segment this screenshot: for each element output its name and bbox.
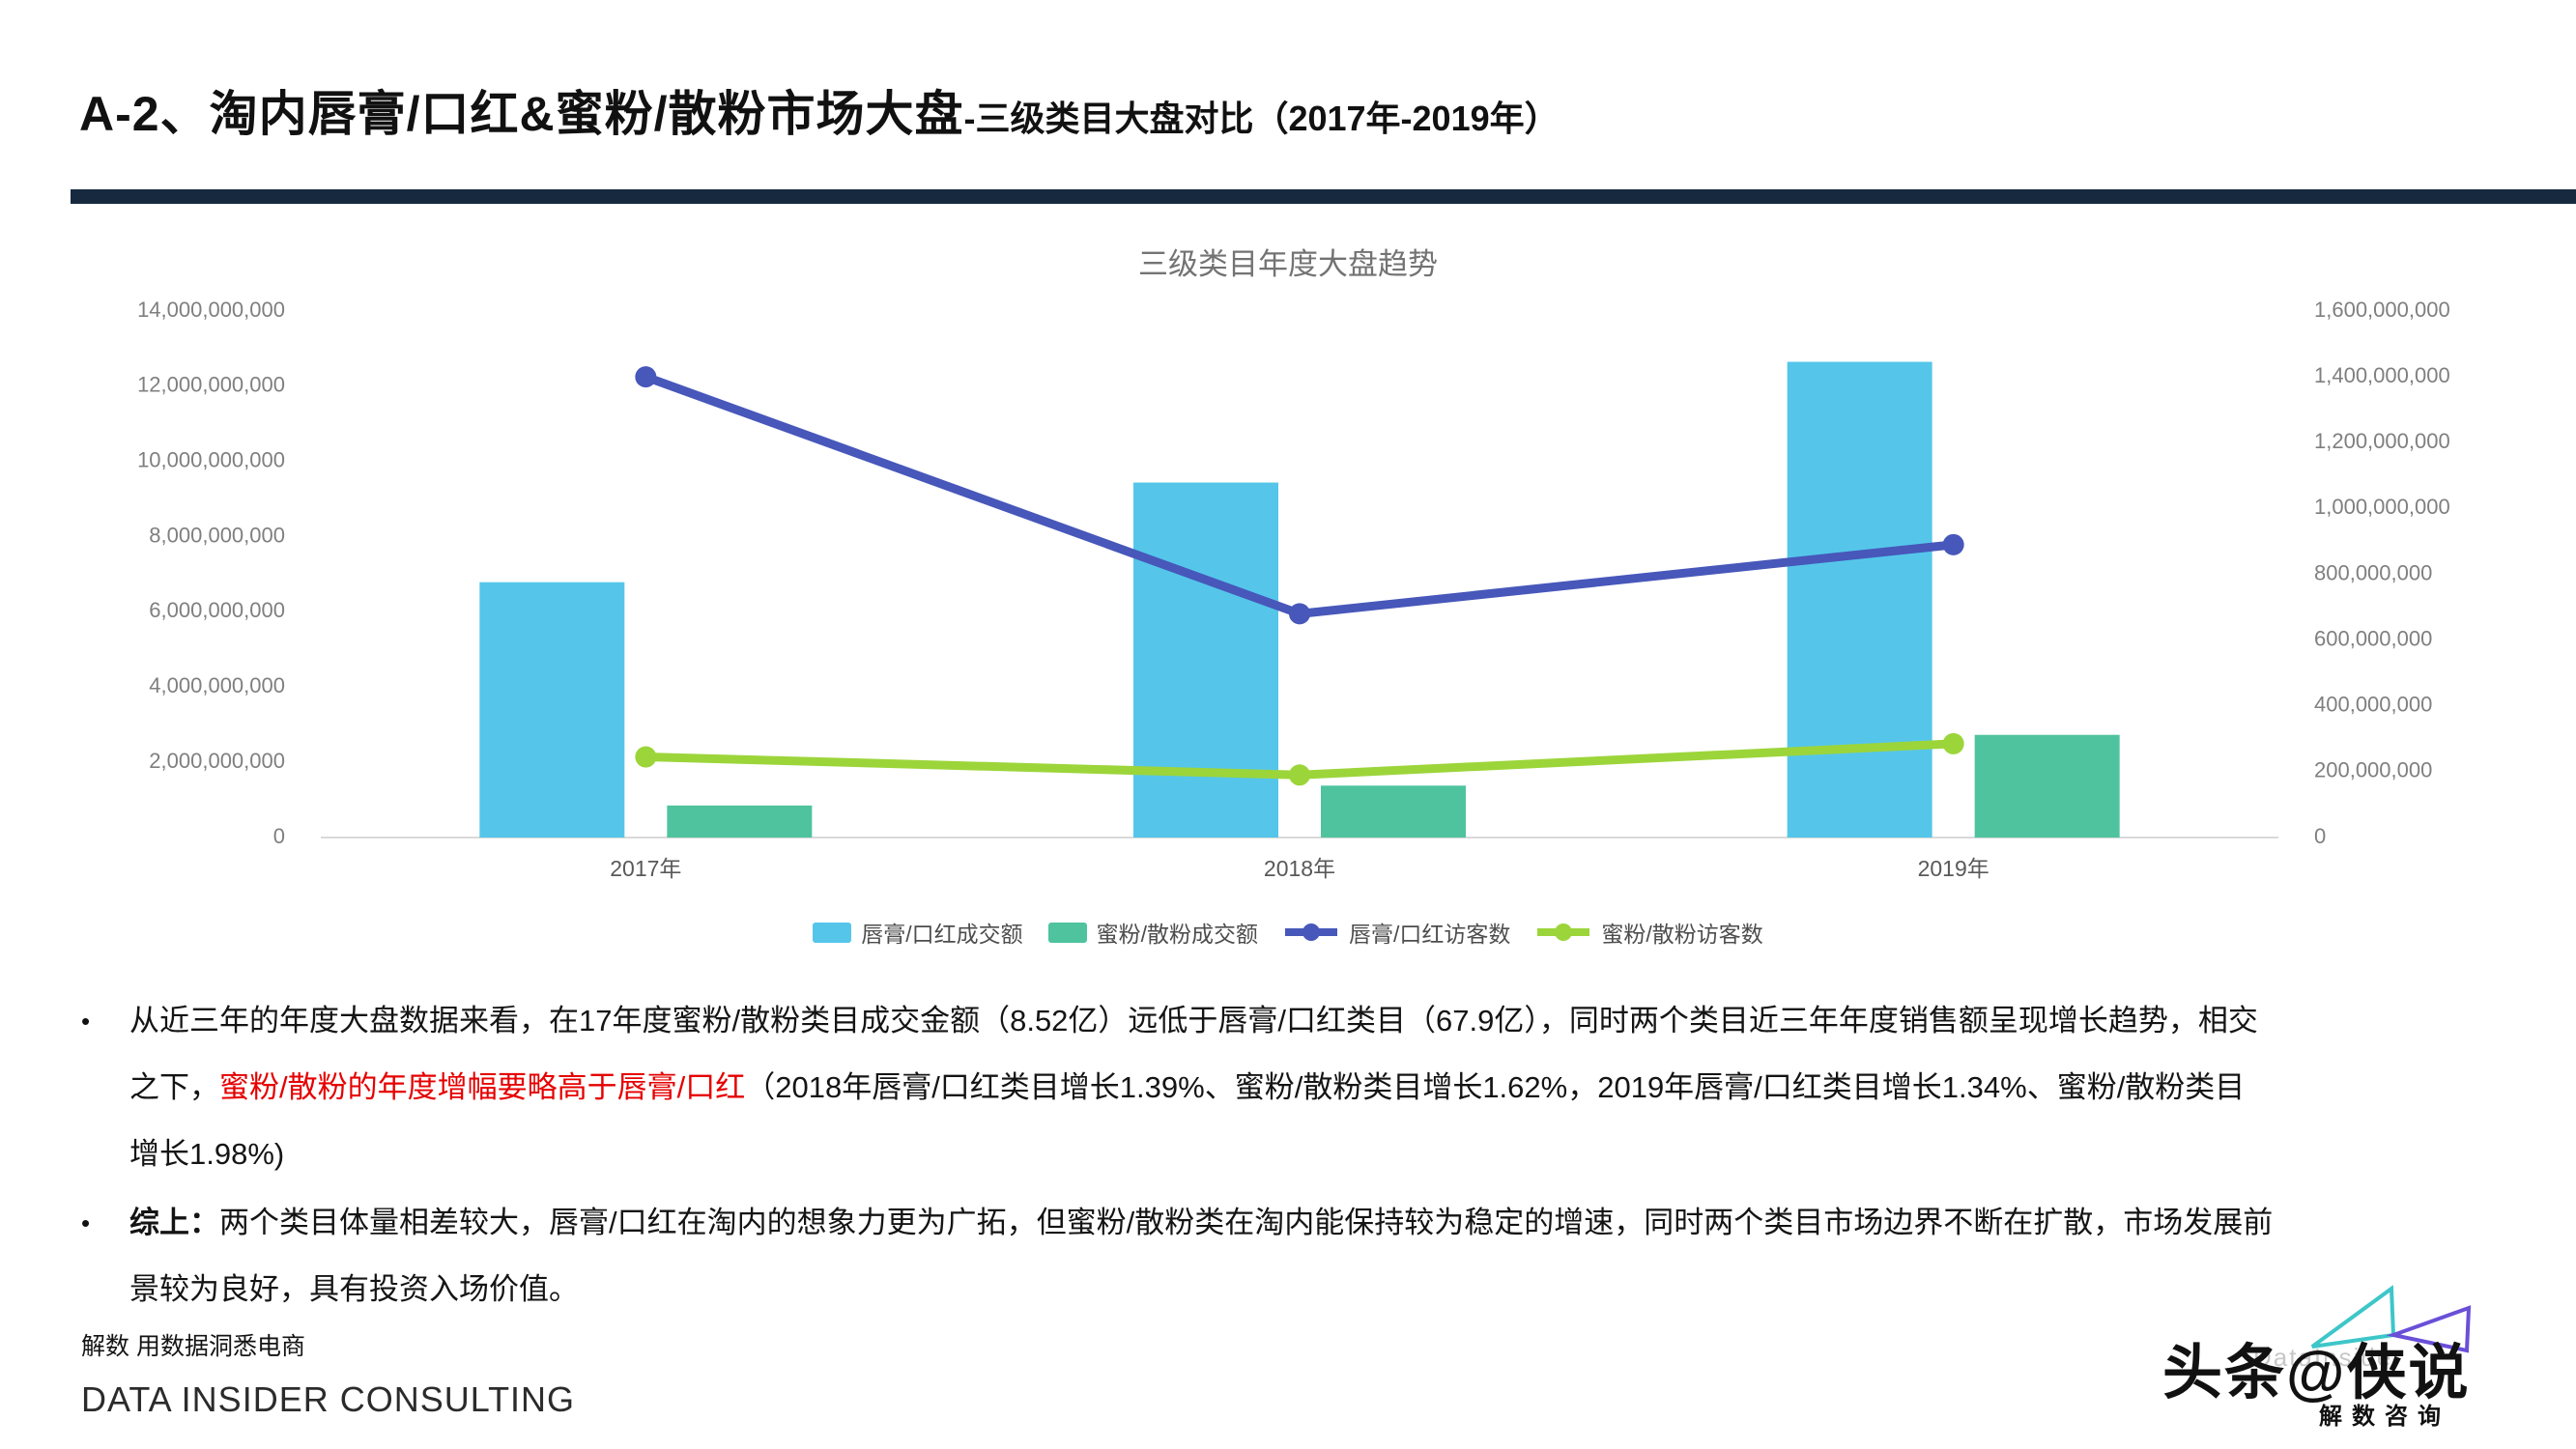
footer-company: DATA INSIDER CONSULTING [81, 1379, 576, 1419]
bullet-item: • 从近三年的年度大盘数据来看，在17年度蜜粉/散粉类目成交金额（8.52亿）远低… [81, 987, 2535, 1187]
bullet-text-segment: （2018年唇膏/口红类目增长1.39%、蜜粉/散粉类目增长1.62%，2019… [745, 1070, 2246, 1104]
bar-唇膏/口红成交额-2019年 [1787, 361, 1932, 838]
left-axis-tick: 0 [273, 824, 285, 848]
page-title: A-2、淘内唇膏/口红&蜜粉/散粉市场大盘 -三级类目大盘对比（2017年-20… [79, 75, 2533, 145]
legend-line-swatch [1537, 923, 1590, 941]
left-axis-tick: 12,000,000,000 [137, 373, 285, 397]
legend-line-swatch [1285, 923, 1337, 941]
bullet-text-line: 从近三年的年度大盘数据来看，在17年度蜜粉/散粉类目成交金额（8.52亿）远低于… [129, 987, 2535, 1054]
legend-bar-swatch [813, 922, 852, 943]
legend-bar-swatch [1047, 922, 1087, 943]
right-axis-tick: 400,000,000 [2314, 693, 2432, 717]
bullet-text-segment: 两个类目体量相差较大，唇膏/口红在淘内的想象力更为广拓，但蜜粉/散粉类在淘内能保… [219, 1206, 2274, 1239]
legend-item-蜜粉/散粉访客数: 蜜粉/散粉访客数 [1535, 916, 1763, 949]
right-axis-tick: 1,400,000,000 [2314, 363, 2450, 387]
bar-蜜粉/散粉成交额-2018年 [1321, 785, 1466, 838]
trend-chart: 三级类目年度大盘趋势 0 2,000,000,000 4,000,000,000 6,… [0, 222, 2576, 898]
bullet-item: • 综上：两个类目体量相差较大，唇膏/口红在淘内的想象力更为广拓，但蜜粉/散粉类在… [81, 1189, 2535, 1322]
bullet-text-segment: 从近三年的年度大盘数据来看，在17年度蜜粉/散粉类目成交金额（8.52亿）远低于… [129, 1004, 2258, 1037]
point-唇膏/口红访客数-2019年 [1942, 533, 1964, 555]
page-title-sub: -三级类目大盘对比（2017年-2019年） [963, 99, 1560, 138]
right-axis-tick: 800,000,000 [2314, 560, 2432, 584]
point-蜜粉/散粉访客数-2018年 [1289, 764, 1310, 786]
left-axis-tick: 8,000,000,000 [149, 523, 285, 547]
bullet-marker: • [81, 1007, 91, 1036]
legend-label: 蜜粉/散粉成交额 [1096, 922, 1258, 947]
right-axis-tick: 1,000,000,000 [2314, 495, 2450, 519]
right-axis-tick: 1,600,000,000 [2314, 298, 2450, 322]
highlighted-red-text: 蜜粉/散粉的年度增幅要略高于唇膏/口红 [219, 1070, 746, 1104]
chart-legend: 唇膏/口红成交额 蜜粉/散粉成交额 唇膏/口红访客数 蜜粉/散粉访客数 [0, 916, 2576, 949]
page-title-main: A-2、淘内唇膏/口红&蜜粉/散粉市场大盘 [79, 87, 964, 141]
legend-item-唇膏/口红访客数: 唇膏/口红访客数 [1283, 916, 1510, 949]
chart-canvas: 0 2,000,000,000 4,000,000,000 6,000,000,000… [137, 298, 2450, 881]
x-axis-category-label: 2018年 [1264, 856, 1335, 881]
right-axis-tick: 200,000,000 [2314, 758, 2432, 782]
bullet-text-segment: 之下， [129, 1070, 219, 1104]
right-axis-tick: 1,200,000,000 [2314, 429, 2450, 453]
footer: 解数 用数据洞悉电商 DATA INSIDER CONSULTING [81, 1327, 575, 1420]
footer-tagline: 解数 用数据洞悉电商 [81, 1333, 305, 1360]
point-蜜粉/散粉访客数-2017年 [635, 746, 657, 768]
legend-label: 唇膏/口红成交额 [861, 922, 1023, 947]
right-axis-tick: 600,000,000 [2314, 626, 2432, 650]
bar-唇膏/口红成交额-2018年 [1133, 482, 1278, 838]
bullet-text-segment: 增长1.98%) [129, 1137, 285, 1171]
bullet-text-segment: 景较为良好，具有投资入场价值。 [129, 1272, 579, 1306]
point-蜜粉/散粉访客数-2019年 [1942, 732, 1964, 754]
line-唇膏/口红访客数 [641, 372, 1959, 618]
insight-bullets: • 从近三年的年度大盘数据来看，在17年度蜜粉/散粉类目成交金额（8.52亿）远低… [81, 987, 2535, 1324]
bar-蜜粉/散粉成交额-2017年 [667, 805, 813, 838]
title-divider-bar [71, 189, 2576, 204]
watermark: DataInsider 头条@侠说 解数咨询 [2147, 1283, 2553, 1437]
chart-title: 三级类目年度大盘趋势 [1138, 247, 1438, 281]
bowtie-logo-icon [2310, 1285, 2472, 1353]
right-axis-tick: 0 [2314, 824, 2326, 848]
legend-item-蜜粉/散粉成交额: 蜜粉/散粉成交额 [1047, 916, 1258, 949]
point-唇膏/口红访客数-2018年 [1289, 603, 1310, 625]
bullet-text-line: 景较为良好，具有投资入场价值。 [129, 1256, 2535, 1322]
bullet-marker: • [81, 1208, 91, 1237]
left-axis-tick: 14,000,000,000 [137, 298, 285, 322]
left-axis-tick: 10,000,000,000 [137, 448, 285, 472]
left-axis-tick: 2,000,000,000 [149, 749, 285, 773]
bar-蜜粉/散粉成交额-2019年 [1974, 734, 2120, 838]
point-唇膏/口红访客数-2017年 [635, 366, 657, 388]
bullet-text-line: 之下，蜜粉/散粉的年度增幅要略高于唇膏/口红（2018年唇膏/口红类目增长1.3… [129, 1054, 2535, 1121]
legend-label: 蜜粉/散粉访客数 [1601, 922, 1763, 947]
watermark-ghost-text: DataInsider [2253, 1343, 2403, 1372]
bullet-text-segment: 综上： [129, 1206, 219, 1239]
watermark-caption: 解数咨询 [2319, 1404, 2450, 1430]
bar-唇膏/口红成交额-2017年 [479, 582, 625, 838]
x-axis-category-label: 2019年 [1918, 856, 1989, 881]
legend-label: 唇膏/口红访客数 [1349, 922, 1511, 947]
left-axis-tick: 4,000,000,000 [149, 673, 285, 697]
left-axis-tick: 6,000,000,000 [149, 598, 285, 622]
bullet-text-line: 综上：两个类目体量相差较大，唇膏/口红在淘内的想象力更为广拓，但蜜粉/散粉类在淘… [129, 1189, 2535, 1256]
x-axis-category-label: 2017年 [610, 856, 681, 881]
legend-item-唇膏/口红成交额: 唇膏/口红成交额 [813, 916, 1023, 949]
bullet-text-line: 增长1.98%) [129, 1121, 2535, 1187]
watermark-text: 头条@侠说 [2162, 1340, 2471, 1406]
